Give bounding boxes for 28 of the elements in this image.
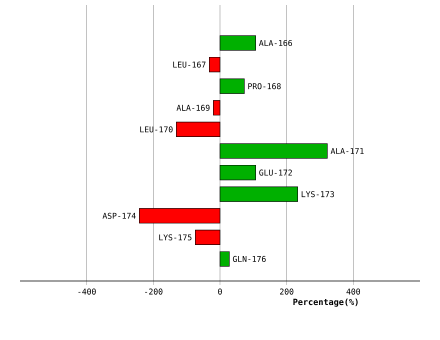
y-tick-label: LEU-170 bbox=[140, 126, 173, 132]
bar bbox=[220, 251, 230, 267]
bar bbox=[220, 143, 328, 159]
x-tick-label: -200 bbox=[145, 288, 162, 295]
y-tick-label: ALA-171 bbox=[330, 148, 364, 154]
bar bbox=[139, 208, 220, 224]
y-tick-label: GLU-172 bbox=[259, 170, 292, 176]
y-tick-label: GLN-176 bbox=[232, 256, 266, 262]
y-tick-label: ALA-166 bbox=[259, 40, 292, 46]
x-tick-label: 400 bbox=[346, 288, 360, 295]
x-tick-label: 0 bbox=[218, 288, 222, 295]
bar bbox=[220, 78, 245, 94]
y-tick-label: ASP-174 bbox=[102, 212, 136, 219]
bar bbox=[220, 186, 298, 202]
bar bbox=[195, 230, 220, 246]
y-tick-label: LYS-173 bbox=[302, 191, 334, 198]
x-tick-label: -400 bbox=[78, 288, 96, 295]
bar bbox=[220, 35, 256, 51]
y-tick-label: LYS-175 bbox=[159, 234, 192, 240]
bar bbox=[213, 100, 220, 116]
bar bbox=[176, 122, 220, 138]
y-tick-label: PRO-168 bbox=[248, 83, 281, 90]
y-tick-label: ALA-169 bbox=[176, 104, 210, 111]
y-tick-label: LEU-167 bbox=[173, 62, 206, 68]
bar bbox=[209, 56, 220, 72]
x-axis-title: Percentage(%) bbox=[293, 298, 358, 307]
x-tick-label: 200 bbox=[280, 288, 294, 295]
bar bbox=[220, 164, 256, 180]
